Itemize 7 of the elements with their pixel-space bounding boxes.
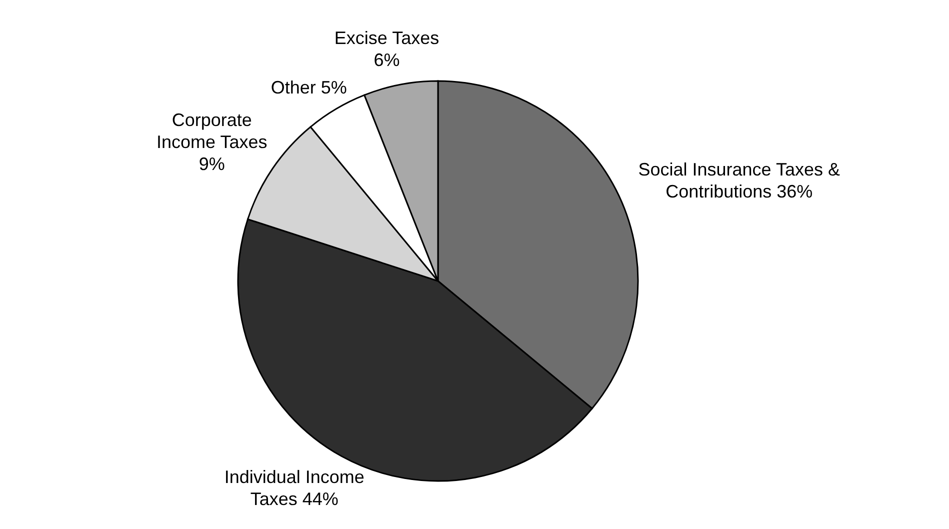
slice-label: Individual Income Taxes 44% — [224, 466, 364, 509]
slice-label: Excise Taxes — [334, 28, 440, 48]
slice-label: Social Insurance Taxes & Contributions 36% — [638, 160, 840, 202]
slice-label: Other 5% — [270, 77, 347, 98]
data-label: 6% — [374, 50, 400, 70]
data-label: 9% — [198, 154, 225, 174]
slice-label: Corporate Income Taxes — [156, 110, 268, 152]
